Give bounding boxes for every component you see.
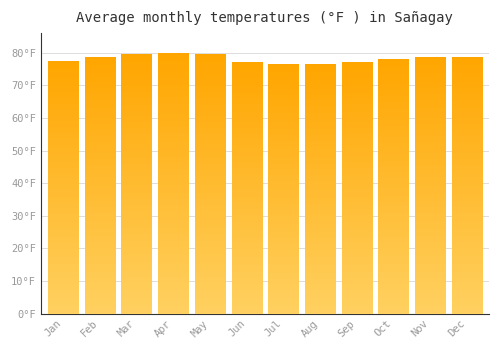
Bar	[305, 64, 335, 314]
Bar	[342, 63, 372, 314]
Bar	[378, 59, 408, 314]
Bar	[122, 54, 152, 314]
Title: Average monthly temperatures (°F ) in Sañagay: Average monthly temperatures (°F ) in Sa…	[76, 11, 454, 25]
Bar	[158, 53, 188, 314]
Bar	[48, 61, 78, 314]
Bar	[84, 58, 115, 314]
Bar	[415, 58, 445, 314]
Bar	[195, 54, 225, 314]
Bar	[452, 58, 482, 314]
Bar	[232, 63, 262, 314]
Bar	[268, 64, 298, 314]
